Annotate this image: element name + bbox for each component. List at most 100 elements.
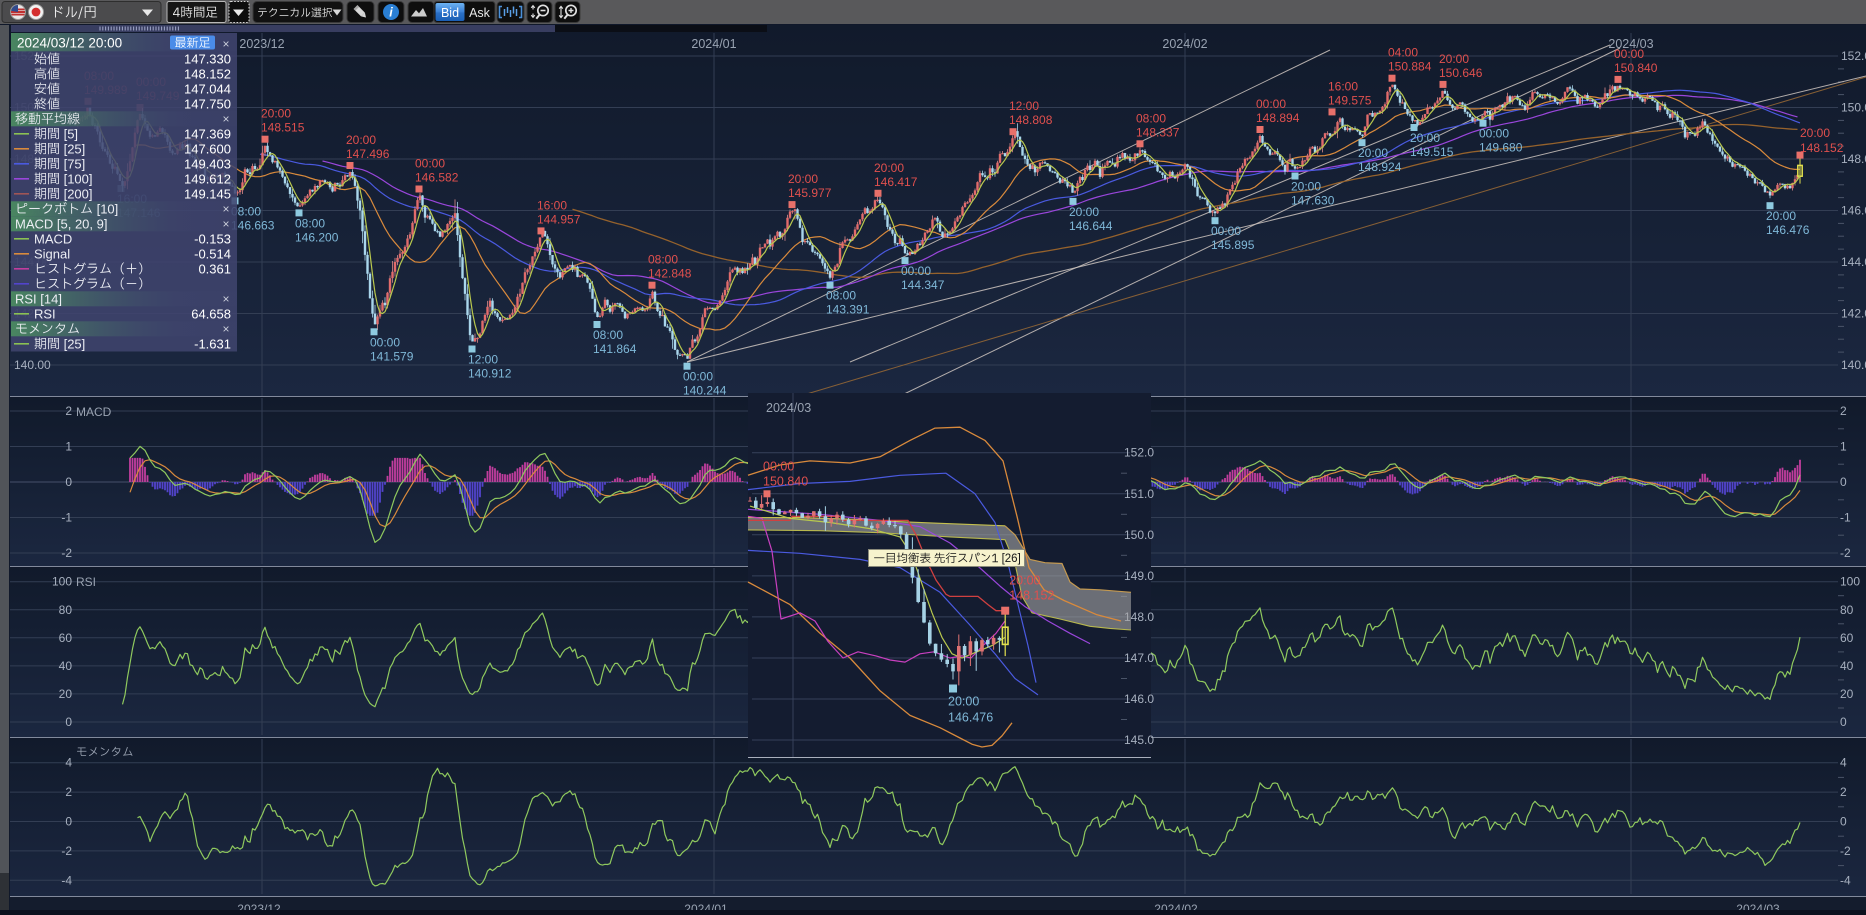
svg-text:147.496: 147.496 <box>346 147 390 161</box>
svg-text:[200]: [200] <box>64 186 93 201</box>
svg-text:148.894: 148.894 <box>1256 111 1300 125</box>
svg-text:142.0: 142.0 <box>1841 307 1866 321</box>
svg-text:0: 0 <box>1840 815 1847 829</box>
svg-text:[25]: [25] <box>64 141 86 156</box>
svg-text:150.0: 150.0 <box>1124 528 1154 542</box>
svg-text:148.152: 148.152 <box>1009 589 1054 603</box>
svg-text:145.0: 145.0 <box>1124 733 1154 747</box>
svg-text:0: 0 <box>65 475 72 489</box>
svg-text:40: 40 <box>59 659 73 673</box>
svg-text:00:00: 00:00 <box>415 157 445 171</box>
svg-text:20:00: 20:00 <box>1410 131 1440 145</box>
svg-text:0: 0 <box>1840 475 1847 489</box>
svg-text:-2: -2 <box>1840 844 1851 858</box>
svg-text:08:00: 08:00 <box>1136 111 1166 125</box>
svg-text:2024/01: 2024/01 <box>684 902 728 910</box>
svg-text:144.957: 144.957 <box>537 212 581 226</box>
svg-text:146.200: 146.200 <box>295 230 339 244</box>
svg-text:-1: -1 <box>61 511 72 525</box>
svg-text:100: 100 <box>1840 575 1860 589</box>
svg-text:20:00: 20:00 <box>1439 52 1469 66</box>
svg-text:151.0: 151.0 <box>1124 487 1154 501</box>
svg-text:149.145: 149.145 <box>184 186 231 201</box>
svg-text:150.884: 150.884 <box>1388 60 1432 74</box>
svg-text:149.0: 149.0 <box>1124 569 1154 583</box>
svg-text:20: 20 <box>1840 687 1854 701</box>
svg-text:146.417: 146.417 <box>874 175 918 189</box>
svg-text:08:00: 08:00 <box>295 216 325 230</box>
svg-text:145.895: 145.895 <box>1211 238 1255 252</box>
svg-text:20:00: 20:00 <box>1009 574 1040 588</box>
svg-text:147.044: 147.044 <box>184 81 231 96</box>
svg-text:2024/02: 2024/02 <box>1154 902 1198 910</box>
svg-text:-4: -4 <box>1840 873 1851 887</box>
svg-text:-2: -2 <box>1840 546 1851 560</box>
svg-text:147.630: 147.630 <box>1291 194 1335 208</box>
svg-text:144.0: 144.0 <box>1841 255 1866 269</box>
svg-text:140.244: 140.244 <box>683 384 727 398</box>
svg-text:150.0: 150.0 <box>1841 101 1866 115</box>
svg-text:146.0: 146.0 <box>1841 204 1866 218</box>
svg-text:149.575: 149.575 <box>1328 93 1372 107</box>
svg-text:0: 0 <box>65 815 72 829</box>
svg-text:140.912: 140.912 <box>468 367 512 381</box>
svg-text:148.0: 148.0 <box>1124 610 1154 624</box>
svg-text:20:00: 20:00 <box>261 107 291 121</box>
svg-text:12:00: 12:00 <box>468 353 498 367</box>
svg-text:00:00: 00:00 <box>901 264 931 278</box>
svg-text:140.00: 140.00 <box>14 358 51 372</box>
svg-text:2: 2 <box>65 785 72 799</box>
svg-text:2024/03/12 20:00: 2024/03/12 20:00 <box>17 36 122 51</box>
svg-text:MACD: MACD <box>76 405 112 419</box>
svg-text:RSI: RSI <box>34 306 56 321</box>
svg-text:149.612: 149.612 <box>184 171 231 186</box>
svg-text:146.582: 146.582 <box>415 171 459 185</box>
svg-text:80: 80 <box>1840 603 1854 617</box>
svg-text:00:00: 00:00 <box>370 335 400 349</box>
svg-text:×: × <box>222 292 229 306</box>
svg-text:08:00: 08:00 <box>593 328 623 342</box>
svg-text:×: × <box>222 202 229 216</box>
svg-text:20:00: 20:00 <box>1069 205 1099 219</box>
svg-text:146.476: 146.476 <box>1766 223 1810 237</box>
svg-text:2024/03: 2024/03 <box>766 401 811 415</box>
svg-text:146.644: 146.644 <box>1069 219 1113 233</box>
svg-text:20:00: 20:00 <box>346 133 376 147</box>
svg-text:04:00: 04:00 <box>1388 46 1418 60</box>
svg-text:20:00: 20:00 <box>948 695 979 709</box>
svg-text:20:00: 20:00 <box>874 161 904 175</box>
svg-text:146.0: 146.0 <box>1124 692 1154 706</box>
svg-text:40: 40 <box>1840 659 1854 673</box>
svg-text:2: 2 <box>65 404 72 418</box>
svg-text:MACD [5, 20, 9]: MACD [5, 20, 9] <box>15 216 107 231</box>
svg-text:20: 20 <box>59 687 73 701</box>
svg-text:60: 60 <box>1840 631 1854 645</box>
svg-text:147.750: 147.750 <box>184 96 231 111</box>
svg-text:×: × <box>222 322 229 336</box>
svg-text:20:00: 20:00 <box>1766 209 1796 223</box>
svg-text:147.0: 147.0 <box>1124 651 1154 665</box>
svg-text:2024/01: 2024/01 <box>691 37 736 51</box>
svg-text:146.476: 146.476 <box>948 711 993 725</box>
svg-text:[75]: [75] <box>64 156 86 171</box>
svg-text:148.924: 148.924 <box>1358 160 1402 174</box>
svg-text:149.403: 149.403 <box>184 156 231 171</box>
svg-text:80: 80 <box>59 603 73 617</box>
svg-text:08:00: 08:00 <box>648 253 678 267</box>
svg-text:140.0: 140.0 <box>1841 358 1866 372</box>
svg-text:-4: -4 <box>61 873 72 887</box>
svg-text:148.152: 148.152 <box>1800 141 1844 155</box>
svg-text:148.337: 148.337 <box>1136 125 1180 139</box>
svg-text:[26]: [26] <box>1002 553 1021 565</box>
svg-text:144.347: 144.347 <box>901 278 945 292</box>
svg-text:Ask: Ask <box>469 6 491 20</box>
svg-text:4: 4 <box>1840 756 1847 770</box>
svg-text:[100]: [100] <box>64 171 93 186</box>
svg-text:148.0: 148.0 <box>1841 152 1866 166</box>
svg-text:[25]: [25] <box>64 336 86 351</box>
svg-text:20:00: 20:00 <box>1291 180 1321 194</box>
svg-text:[10]: [10] <box>97 201 119 216</box>
svg-text:20:00: 20:00 <box>1358 146 1388 160</box>
svg-text:-2: -2 <box>61 546 72 560</box>
svg-text:148.515: 148.515 <box>261 121 305 135</box>
